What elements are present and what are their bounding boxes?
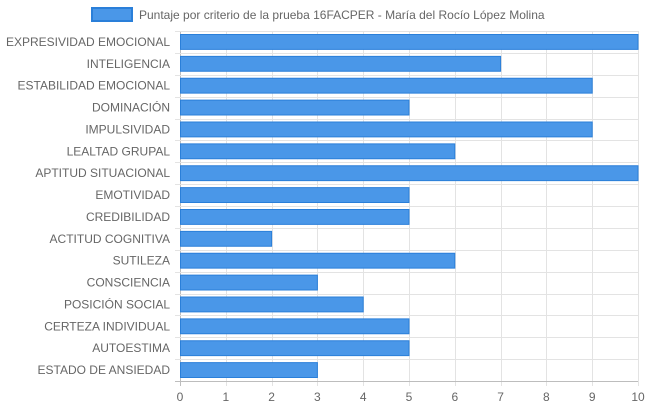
bar[interactable] bbox=[180, 296, 364, 313]
category-label: ACTITUD COGNITIVA bbox=[50, 232, 170, 246]
bar[interactable] bbox=[180, 318, 410, 335]
legend-label: Puntaje por criterio de la prueba 16FACP… bbox=[139, 8, 545, 22]
bar[interactable] bbox=[180, 252, 456, 269]
bar[interactable] bbox=[180, 209, 410, 225]
category-label: POSICIÓN SOCIAL bbox=[64, 296, 170, 311]
x-tick-label: 4 bbox=[360, 390, 367, 404]
category-label: CERTEZA INDIVIDUAL bbox=[44, 319, 170, 333]
bar[interactable] bbox=[180, 55, 502, 72]
x-tick-label: 2 bbox=[268, 390, 275, 404]
bar[interactable] bbox=[180, 34, 639, 50]
x-axis-ticks: 0 1 2 3 4 5 6 7 8 9 10 bbox=[177, 390, 645, 404]
category-label: LEALTAD GRUPAL bbox=[67, 144, 171, 158]
x-tick-label: 3 bbox=[314, 390, 321, 404]
bar[interactable] bbox=[180, 362, 318, 378]
x-tick-label: 7 bbox=[497, 390, 504, 404]
category-label: EMOTIVIDAD bbox=[95, 188, 170, 202]
legend-swatch bbox=[91, 7, 133, 22]
bar[interactable] bbox=[180, 121, 593, 138]
x-tick-label: 1 bbox=[222, 390, 229, 404]
category-label: INTELIGENCIA bbox=[87, 57, 170, 71]
bar[interactable] bbox=[180, 340, 410, 357]
category-label: AUTOESTIMA bbox=[92, 341, 170, 355]
bar[interactable] bbox=[180, 230, 273, 247]
bar[interactable] bbox=[180, 165, 639, 182]
category-label: ESTADO DE ANSIEDAD bbox=[38, 363, 171, 377]
bar[interactable] bbox=[180, 187, 410, 203]
category-label: IMPULSIVIDAD bbox=[85, 122, 170, 136]
bar[interactable] bbox=[180, 99, 410, 116]
bar[interactable] bbox=[180, 143, 456, 160]
x-tick-label: 10 bbox=[631, 390, 645, 404]
x-tick-label: 0 bbox=[177, 390, 184, 404]
bar[interactable] bbox=[180, 274, 318, 291]
category-label: ESTABILIDAD EMOCIONAL bbox=[18, 79, 171, 93]
x-tick-label: 8 bbox=[543, 390, 550, 404]
category-label: SUTILEZA bbox=[113, 254, 170, 268]
x-tick-label: 9 bbox=[589, 390, 596, 404]
bars bbox=[180, 34, 639, 378]
x-tick-label: 6 bbox=[451, 390, 458, 404]
bar[interactable] bbox=[180, 77, 593, 94]
category-label: CREDIBILIDAD bbox=[86, 210, 170, 224]
legend[interactable]: Puntaje por criterio de la prueba 16FACP… bbox=[91, 7, 545, 22]
category-labels: EXPRESIVIDAD EMOCIONAL INTELIGENCIA ESTABI… bbox=[6, 35, 170, 377]
x-tick-label: 5 bbox=[406, 390, 413, 404]
category-label: EXPRESIVIDAD EMOCIONAL bbox=[6, 35, 170, 49]
category-label: APTITUD SITUACIONAL bbox=[35, 166, 170, 180]
category-label: CONSCIENCIA bbox=[87, 276, 170, 290]
category-label: DOMINACIÓN bbox=[92, 100, 170, 115]
